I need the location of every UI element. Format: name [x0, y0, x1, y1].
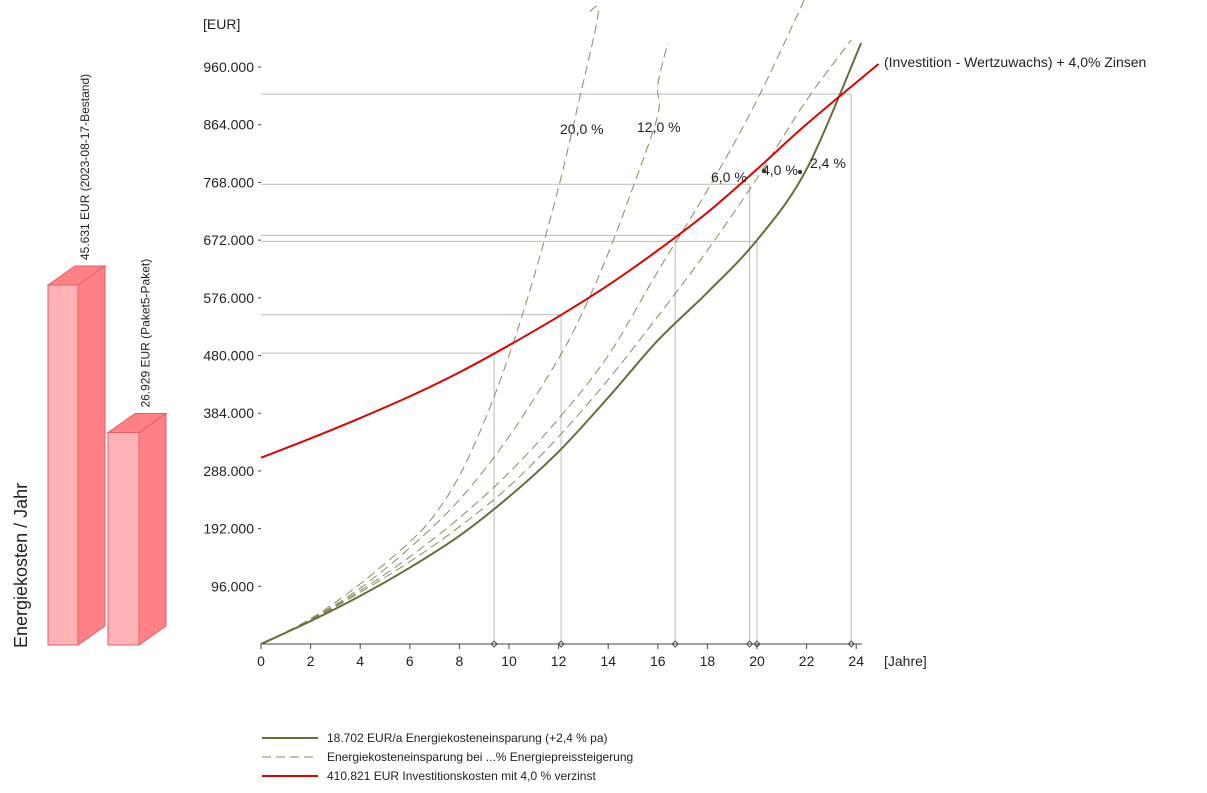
reference-lines — [261, 93, 855, 648]
series-line-4 — [260, 63, 880, 459]
series-line-12 — [260, 42, 669, 645]
series-label: 12,0 % — [637, 119, 681, 135]
x-tick-label: 2 — [307, 653, 315, 669]
legend-entry: 410.821 EUR Investitionskosten mit 4,0 %… — [327, 769, 596, 783]
y-tick-label: 192.000 — [203, 521, 254, 537]
x-axis-unit: [Jahre] — [884, 653, 927, 669]
series-line-4 — [260, 39, 852, 645]
legend: 18.702 EUR/a Energiekosteneinsparung (+2… — [262, 731, 633, 783]
x-tick-label: 24 — [848, 653, 864, 669]
x-tick-label: 10 — [501, 653, 517, 669]
bar-paket5-side — [138, 412, 167, 646]
series-line-2-4 — [260, 42, 863, 645]
x-tick-label: 14 — [600, 653, 616, 669]
x-tick-label: 16 — [650, 653, 666, 669]
y-tick-label: 960.000 — [203, 59, 254, 75]
x-tick-label: 8 — [456, 653, 464, 669]
series-lines — [260, 0, 880, 645]
cost-bars: 45.631 EUR (2023-08-17-Bestand) 26.929 EU… — [11, 74, 168, 648]
x-tick-label: 4 — [356, 653, 364, 669]
series-label: (Investition - Wertzuwachs) + 4,0% Zinse… — [884, 54, 1146, 70]
axes: 0 2 4 6 8 10 12 14 16 18 20 22 24 [Jahre]96.000192.00… — [203, 16, 927, 669]
y-tick-label: 864.000 — [203, 117, 254, 133]
bar-bestand-side — [77, 265, 106, 646]
x-tick-label: 20 — [749, 653, 765, 669]
bar-paket5-face — [107, 432, 140, 646]
bar-label: 45.631 EUR (2023-08-17-Bestand) — [78, 74, 92, 260]
x-tick-label: 22 — [799, 653, 815, 669]
label-marker — [761, 168, 767, 174]
series-labels: 4,0 % 6,0 % 12,0 % 20,0 % (Investition - Wer… — [560, 54, 1146, 185]
x-tick-label: 6 — [406, 653, 414, 669]
bar-label: 26.929 EUR (Paket5-Paket) — [139, 259, 153, 408]
label-marker — [797, 169, 803, 175]
y-tick-label: 672.000 — [203, 232, 254, 248]
y-tick-label: 288.000 — [203, 463, 254, 479]
legend-entry: 18.702 EUR/a Energiekosteneinsparung (+2… — [327, 731, 608, 745]
bars-side-label: Energiekosten / Jahr — [11, 483, 31, 648]
series-label: 2,4 % — [810, 155, 846, 171]
series-label: 20,0 % — [560, 121, 604, 137]
y-tick-label: 480.000 — [203, 348, 254, 364]
series-label: 6,0 % — [711, 169, 747, 185]
legend-entry: Energiekosteneinsparung bei ...% Energie… — [327, 750, 633, 764]
x-tick-label: 12 — [551, 653, 567, 669]
y-tick-label: 768.000 — [203, 174, 254, 190]
y-tick-label: 576.000 — [203, 290, 254, 306]
bar-bestand-face — [47, 284, 79, 646]
y-axis-unit: [EUR] — [203, 16, 240, 32]
y-tick-label: 96.000 — [211, 578, 254, 594]
series-label: 4,0 % — [762, 162, 798, 178]
y-tick-label: 384.000 — [203, 405, 254, 421]
series-line-6 — [260, 0, 805, 645]
x-tick-label: 18 — [700, 653, 716, 669]
x-tick-label: 0 — [257, 653, 265, 669]
series-line-20 — [260, 5, 599, 645]
